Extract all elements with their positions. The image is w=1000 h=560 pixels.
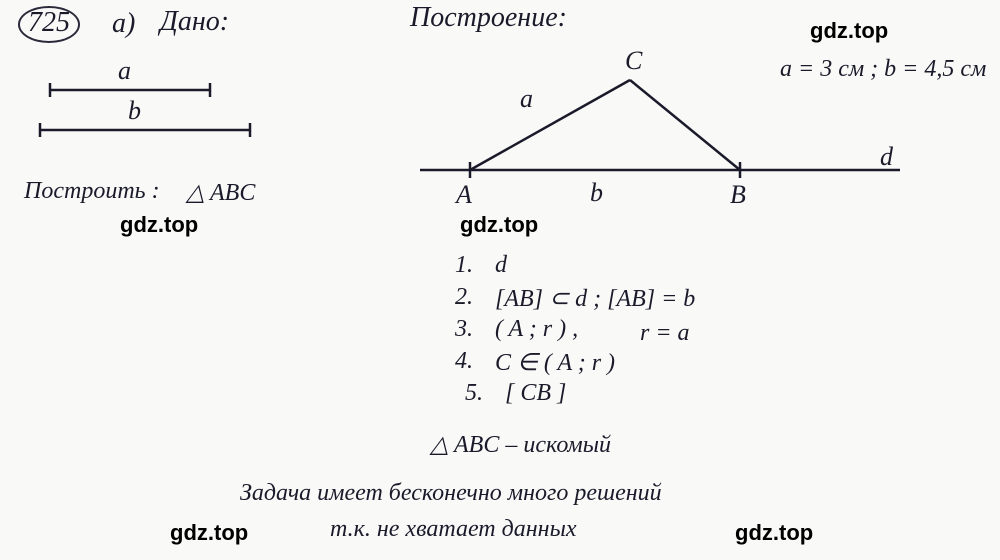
side-a-label: a bbox=[520, 84, 533, 114]
given-segments-svg bbox=[30, 60, 260, 150]
step3-num: 3. bbox=[455, 316, 473, 343]
step5-text: [ CB ] bbox=[505, 380, 566, 407]
side-b-label: b bbox=[590, 178, 603, 208]
conclusion-result: △ ABC – искомый bbox=[430, 430, 611, 459]
given-label: Дано: bbox=[160, 6, 229, 38]
construction-label: Построение: bbox=[410, 2, 567, 34]
step3b-text: r = a bbox=[640, 320, 690, 347]
step5-num: 5. bbox=[465, 380, 483, 407]
watermark-left-mid: gdz.top bbox=[120, 212, 198, 238]
step3-text: ( A ; r ) , bbox=[495, 316, 578, 343]
watermark-bottom-left: gdz.top bbox=[170, 520, 248, 546]
to-construct-value: △ ABC bbox=[186, 178, 255, 207]
conclusion-note1: Задача имеет бесконечно много решений bbox=[240, 480, 662, 507]
step4-text: C ∈ ( A ; r ) bbox=[495, 348, 615, 377]
segment-a-label: a bbox=[118, 56, 131, 86]
conclusion-note2: т.к. не хватает данных bbox=[330, 516, 576, 543]
segment-b-label: b bbox=[128, 96, 141, 126]
part-label: a) bbox=[112, 8, 135, 40]
triangle-svg bbox=[400, 50, 920, 200]
watermark-center-mid: gdz.top bbox=[460, 212, 538, 238]
problem-number-circle: 725 bbox=[18, 6, 80, 43]
problem-number: 725 bbox=[18, 6, 80, 43]
vertex-b-label: B bbox=[730, 180, 746, 210]
step1-num: 1. bbox=[455, 252, 473, 279]
vertex-a-label: A bbox=[456, 180, 472, 210]
step4-num: 4. bbox=[455, 348, 473, 375]
line-d-label: d bbox=[880, 142, 893, 172]
watermark-top-right: gdz.top bbox=[810, 18, 888, 44]
step2-text: [AB] ⊂ d ; [AB] = b bbox=[495, 284, 695, 313]
vertex-c-label: C bbox=[625, 46, 642, 76]
watermark-bottom-right: gdz.top bbox=[735, 520, 813, 546]
step1-text: d bbox=[495, 252, 507, 279]
to-construct-label: Построить : bbox=[24, 178, 160, 205]
step2-num: 2. bbox=[455, 284, 473, 311]
